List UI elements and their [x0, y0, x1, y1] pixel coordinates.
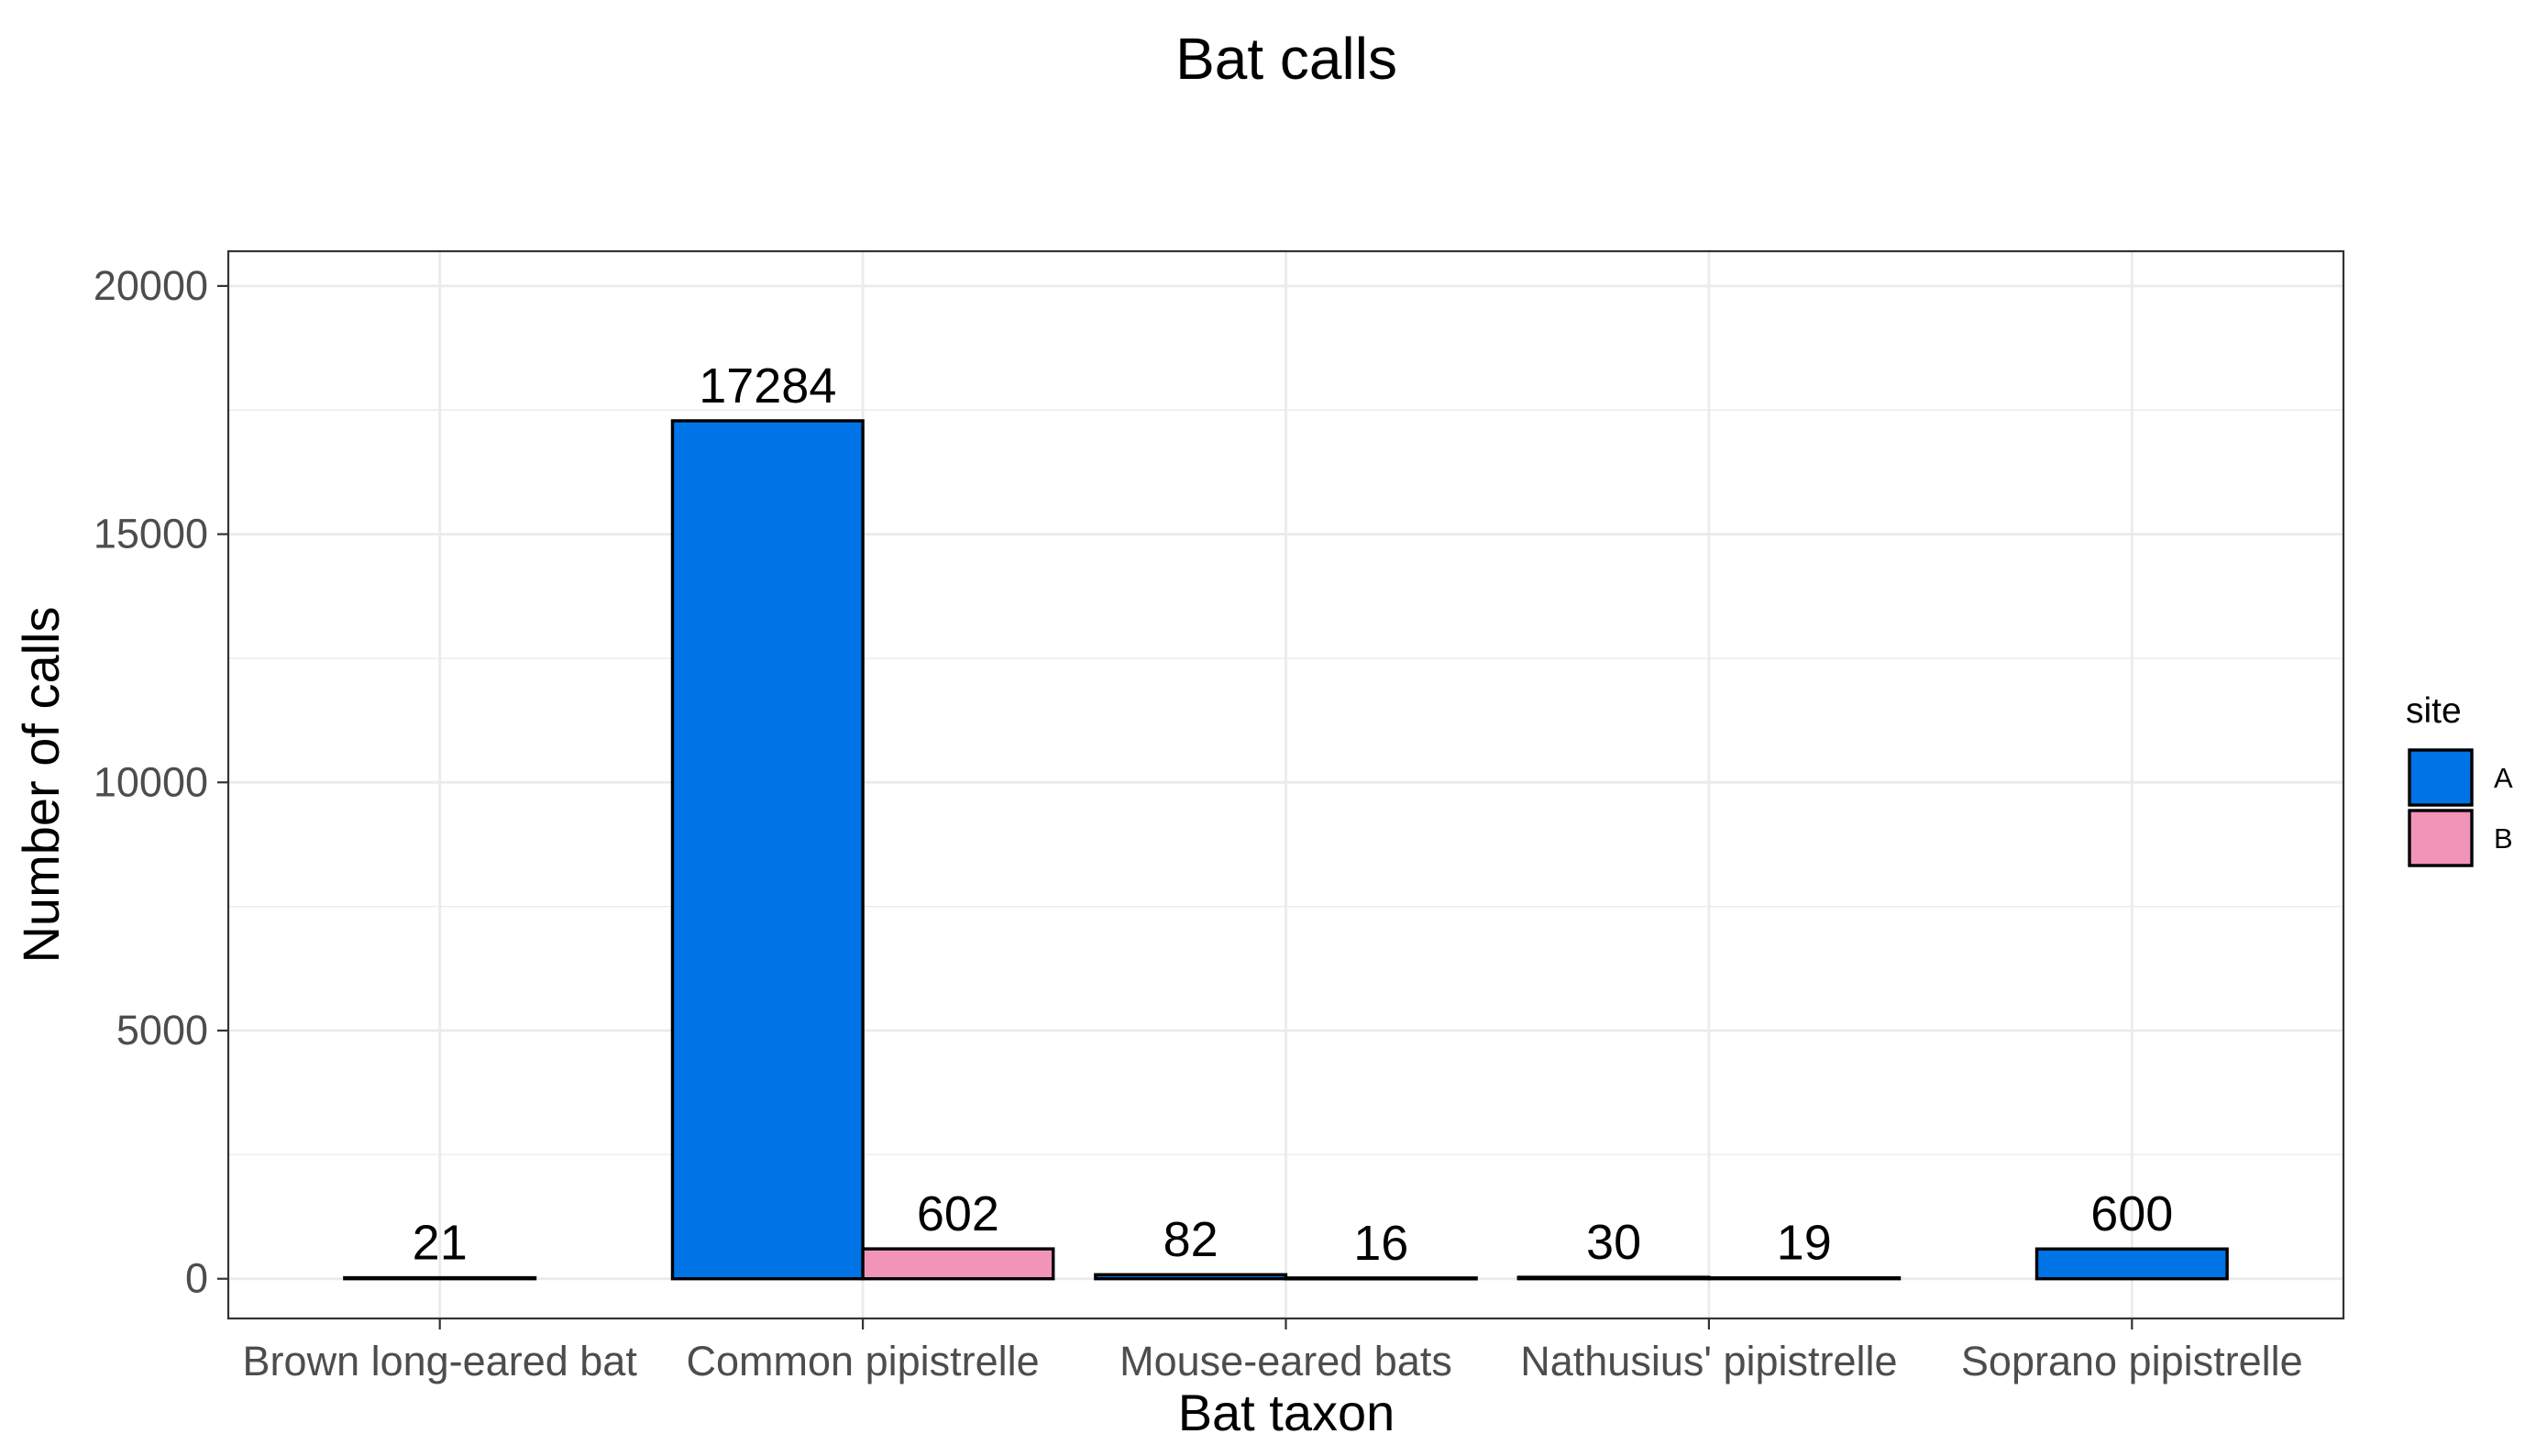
bar-value-label: 82: [1163, 1212, 1218, 1267]
bars: [343, 419, 2229, 1281]
legend-label-B: B: [2494, 822, 2513, 855]
x-tick-label: Common pipistrelle: [687, 1338, 1040, 1384]
x-tick-label: Brown long-eared bat: [243, 1338, 638, 1384]
bar-value-label: 19: [1777, 1216, 1832, 1271]
legend-title: site: [2406, 691, 2462, 731]
y-axis: 0 5000 10000 15000 20000: [94, 262, 228, 1302]
y-tick-label: 0: [185, 1255, 208, 1302]
plot-area: 21 17284 602 82 16 30 19 600: [226, 249, 2345, 1320]
x-tick-label: Soprano pipistrelle: [1961, 1338, 2303, 1384]
bar-value-label: 17284: [699, 358, 836, 414]
y-axis-title: Number of calls: [12, 606, 70, 963]
bar-value-label: 600: [2090, 1186, 2173, 1241]
x-tick-label: Mouse-eared bats: [1119, 1338, 1452, 1384]
bar-value-label: 21: [413, 1216, 468, 1271]
chart-title: Bat calls: [1175, 26, 1397, 92]
bar-A-5: [2034, 1247, 2229, 1281]
bar-A-3: [1094, 1273, 1288, 1281]
x-axis-title: Bat taxon: [1178, 1384, 1395, 1441]
legend-key-B: [2408, 809, 2474, 867]
y-tick-label: 5000: [116, 1007, 208, 1053]
bar-value-label: 602: [917, 1186, 999, 1241]
y-tick-label: 10000: [94, 758, 208, 805]
legend: site AB: [2406, 691, 2513, 867]
x-axis: Brown long-eared bat Common pipistrelle Mo…: [243, 1318, 2303, 1384]
bar-value-labels: 21 17284 602 82 16 30 19 600: [413, 358, 2174, 1271]
bar-A-1: [343, 1275, 537, 1281]
bar-value-label: 30: [1586, 1215, 1641, 1270]
bar-B-2: [861, 1247, 1055, 1281]
bar-A-4: [1516, 1275, 1711, 1281]
legend-items: AB: [2408, 748, 2513, 867]
legend-key-A: [2408, 748, 2474, 807]
x-tick-label: Nathusius' pipistrelle: [1520, 1338, 1897, 1384]
bar-B-4: [1707, 1275, 1902, 1281]
bar-A-2: [670, 419, 865, 1281]
y-tick-label: 15000: [94, 511, 208, 557]
legend-label-A: A: [2494, 762, 2513, 794]
y-tick-label: 20000: [94, 262, 208, 309]
bar-B-3: [1284, 1276, 1478, 1281]
bar-value-label: 16: [1353, 1216, 1408, 1271]
